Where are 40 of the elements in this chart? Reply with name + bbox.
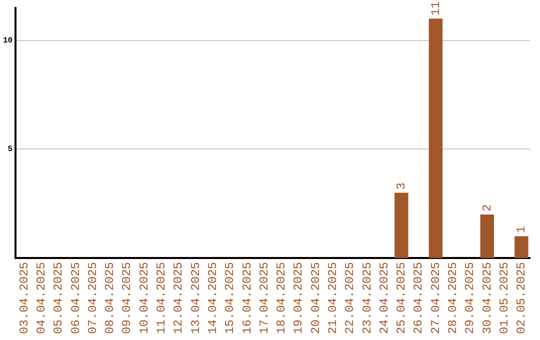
x-tick-label: 01.05.2025 [497, 262, 512, 334]
x-tick-label: 05.04.2025 [52, 262, 66, 334]
x-tick-label: 24.04.2025 [377, 262, 392, 334]
x-tick-label: 13.04.2025 [188, 262, 203, 334]
bar [428, 18, 443, 258]
y-tick-label: 10 [2, 36, 13, 46]
x-tick-label: 20.04.2025 [308, 262, 323, 334]
x-tick-label: 15.04.2025 [223, 262, 238, 334]
x-tick-label: 22.04.2025 [343, 262, 358, 334]
data-label: 1 [514, 226, 529, 234]
x-tick-label: 26.04.2025 [412, 262, 426, 334]
x-tick-label: 17.04.2025 [257, 262, 272, 334]
bar [514, 236, 528, 258]
x-tick-label: 07.04.2025 [86, 262, 100, 334]
x-tick-label: 18.04.2025 [274, 262, 289, 334]
x-tick-label: 19.04.2025 [292, 262, 306, 334]
bar [480, 214, 494, 258]
data-label: 3 [394, 182, 409, 190]
x-tick-label: 04.04.2025 [34, 262, 48, 334]
x-tick-label: 06.04.2025 [68, 262, 83, 334]
x-tick-label: 30.04.2025 [480, 262, 494, 334]
data-label: 2 [480, 204, 494, 212]
x-tick-label: 21.04.2025 [326, 262, 340, 334]
x-tick-label: 08.04.2025 [103, 262, 118, 334]
x-tick-label: 27.04.2025 [428, 262, 443, 334]
x-tick-label: 29.04.2025 [463, 262, 478, 334]
y-tick-label: 5 [8, 145, 13, 154]
x-tick-label: 23.04.2025 [360, 262, 374, 334]
x-tick-label: 11.04.2025 [154, 262, 169, 334]
x-tick-label: 16.04.2025 [240, 262, 254, 334]
x-tick-label: 12.04.2025 [172, 262, 186, 334]
x-tick-label: 14.04.2025 [206, 262, 220, 334]
data-label: 11 [428, 1, 443, 16]
x-tick-label: 10.04.2025 [137, 262, 152, 334]
bar [394, 192, 408, 258]
x-tick-label: 28.04.2025 [446, 262, 460, 334]
x-tick-label: 03.04.2025 [17, 262, 32, 334]
x-tick-label: 25.04.2025 [394, 262, 409, 334]
x-tick-label: 02.05.2025 [514, 262, 529, 334]
x-tick-label: 09.04.2025 [120, 262, 134, 334]
